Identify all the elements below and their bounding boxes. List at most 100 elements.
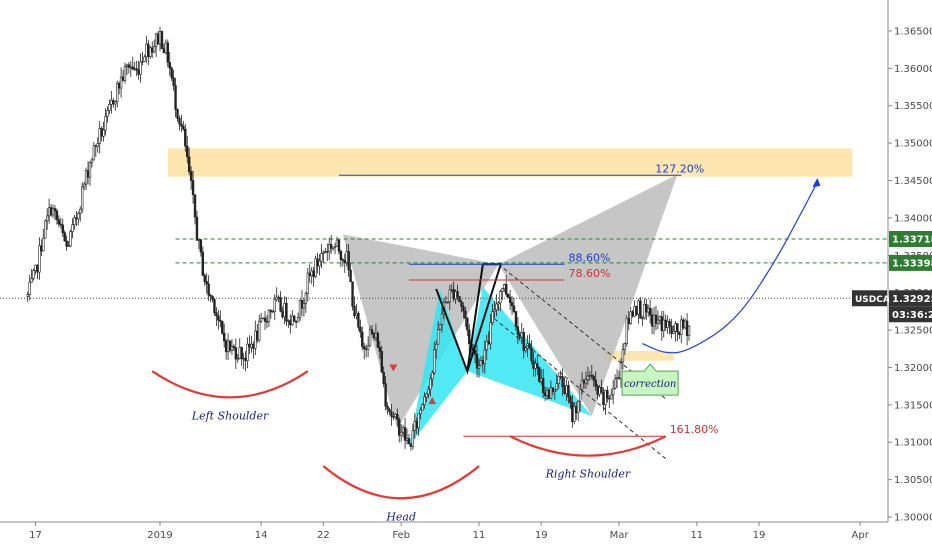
candle	[429, 374, 432, 397]
candle	[468, 324, 471, 354]
candle-body	[423, 396, 426, 406]
candle-body	[571, 402, 574, 422]
candle-body	[596, 385, 599, 395]
candle-body	[396, 413, 399, 420]
candle-body	[569, 396, 572, 403]
countdown-tag-bg	[889, 306, 932, 323]
candle-body	[674, 323, 677, 332]
candle	[63, 230, 66, 242]
shoulder-arc-0	[151, 370, 309, 399]
candle-body	[576, 400, 580, 414]
candle-body	[47, 207, 51, 217]
candle-body	[306, 272, 310, 294]
price-tick-label-9: 1.32000	[894, 363, 932, 374]
candle-body	[61, 224, 64, 233]
candle-body	[419, 409, 422, 415]
candle-body	[415, 421, 418, 429]
candle-body	[485, 340, 488, 351]
candle	[189, 166, 193, 190]
time-tick-label-10: Apr	[852, 530, 870, 541]
candle-body	[543, 392, 547, 396]
candle	[57, 215, 61, 228]
candle	[199, 239, 203, 257]
candle	[333, 242, 337, 255]
candle-body	[623, 343, 627, 350]
time-tick-label-7: Mar	[610, 530, 630, 541]
candle-body	[434, 343, 438, 351]
candle-body	[635, 306, 638, 315]
candle	[368, 325, 372, 347]
candle	[578, 383, 582, 412]
candle-body	[592, 376, 595, 381]
candle-body	[186, 145, 189, 158]
candle-body	[166, 42, 169, 63]
candle	[279, 291, 282, 313]
candle-body	[209, 294, 212, 297]
candle-body	[199, 239, 203, 253]
candle	[505, 274, 508, 297]
candle	[370, 324, 374, 335]
candle	[232, 343, 236, 351]
candle	[271, 309, 275, 313]
candle	[201, 246, 204, 276]
candle-body	[421, 404, 424, 411]
candle	[495, 294, 498, 317]
candle	[263, 310, 267, 330]
candle-body	[328, 243, 331, 253]
candle	[421, 403, 424, 411]
candle	[222, 323, 226, 348]
candle-body	[250, 343, 253, 348]
candle	[485, 334, 488, 360]
candle	[139, 53, 142, 83]
candle-body	[444, 301, 448, 304]
candle-body	[293, 315, 296, 322]
candle-body	[363, 346, 366, 350]
candle	[359, 319, 362, 338]
candle-body	[197, 239, 201, 241]
candle-body	[90, 159, 94, 164]
candle-body	[261, 317, 265, 320]
candle	[44, 219, 47, 239]
candle	[230, 339, 234, 356]
candle-body	[534, 363, 537, 369]
candle	[106, 106, 109, 123]
candle	[621, 343, 625, 370]
price-tick-label-12: 1.30500	[894, 475, 932, 486]
candle-body	[407, 438, 411, 445]
candle-body	[339, 250, 343, 260]
candle-body	[411, 430, 415, 447]
candle	[380, 345, 383, 373]
candle-body	[629, 311, 632, 324]
candle	[687, 325, 691, 341]
candle-body	[40, 245, 43, 252]
price-tick-label-2: 1.35500	[894, 101, 932, 112]
candle-body	[221, 321, 224, 334]
fib-label-3: 161.80%	[670, 423, 719, 436]
fib-label-0: 127.20%	[655, 162, 704, 175]
candle-body	[59, 223, 63, 226]
candle	[275, 287, 278, 302]
candle	[419, 407, 422, 420]
shoulder-label-1: Head	[385, 510, 416, 523]
marker-triangle-up-1	[428, 397, 437, 405]
candle	[460, 299, 463, 313]
candle	[648, 299, 652, 324]
candle	[296, 312, 300, 323]
candle	[411, 423, 415, 450]
candle	[590, 364, 593, 380]
candle-body	[477, 365, 481, 369]
candle	[42, 228, 45, 252]
candle-body	[82, 183, 86, 188]
candle-body	[269, 310, 273, 313]
candle-body	[658, 316, 662, 321]
candle-body	[285, 302, 288, 322]
candle-body	[559, 376, 562, 378]
candle-body	[254, 330, 257, 349]
candle-body	[246, 343, 249, 362]
candle	[195, 210, 199, 241]
candle	[436, 321, 440, 345]
candle	[331, 246, 335, 251]
grey-pattern-left-triangle	[342, 234, 499, 429]
candle	[670, 319, 673, 339]
price-tick-label-8: 1.32500	[894, 326, 932, 337]
